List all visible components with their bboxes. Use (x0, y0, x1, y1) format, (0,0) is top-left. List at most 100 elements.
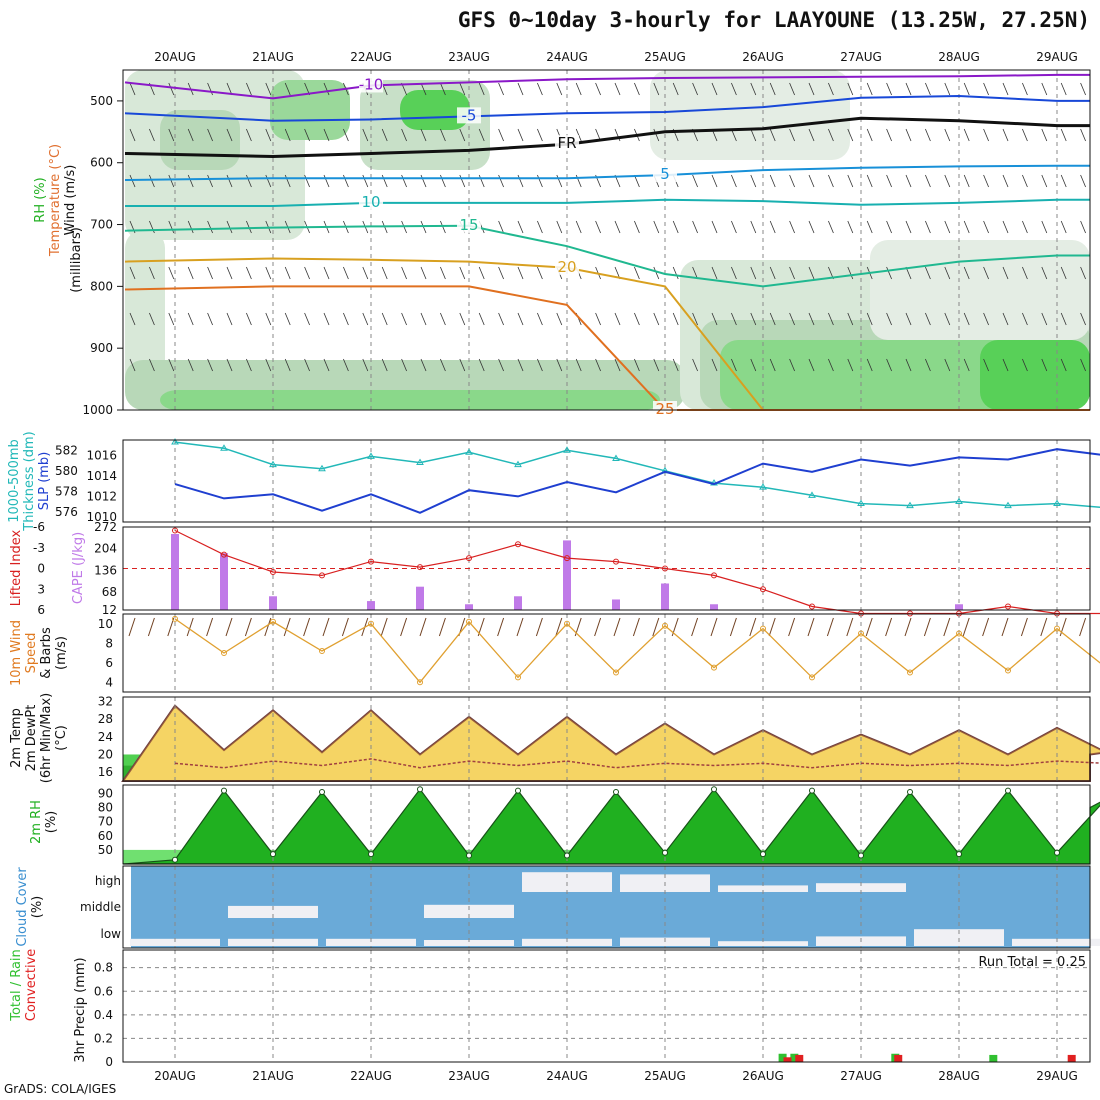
wind-speed-marker (809, 674, 815, 681)
upper-wind-barb (226, 358, 233, 372)
thickness-marker (318, 464, 326, 472)
upper-wind-barb (1041, 128, 1048, 142)
upper-wind-barb (459, 358, 466, 372)
cloud-bar (326, 938, 416, 946)
top-date-label: 28AUG (938, 50, 980, 64)
cape-tick-label: 272 (94, 520, 117, 534)
lifted-index-line (174, 529, 1100, 615)
upper-wind-barb (149, 266, 155, 280)
precip-tick-label: 0 (105, 1055, 113, 1069)
wind-speed-marker (711, 664, 717, 671)
upper-wind-barb (284, 128, 291, 142)
wind-barb (768, 617, 776, 637)
wind-speed-marker (1005, 667, 1011, 674)
upper-wind-barb (1022, 312, 1028, 326)
cloud-bar (424, 904, 514, 918)
rh-marker (858, 852, 864, 859)
upper-air-axis-label: Temperature (°C) (48, 144, 63, 257)
wind-barb (710, 617, 718, 637)
upper-wind-barb (440, 82, 446, 96)
wind-barb (1001, 617, 1009, 637)
wind-barb (943, 617, 951, 637)
cloud-tick-label: high (95, 874, 121, 888)
upper-wind-barb (246, 220, 252, 234)
isotherm-label-bg (359, 193, 383, 210)
upper-wind-barb (575, 358, 582, 372)
thickness-marker (465, 448, 473, 455)
upper-wind-barb (207, 174, 213, 188)
upper-wind-barb (1060, 358, 1067, 372)
upper-wind-barb (886, 312, 892, 326)
slp-tick-label: 1012 (86, 489, 117, 503)
lifted-index-tick-label: -3 (33, 541, 45, 555)
wind-speed-marker (417, 679, 423, 686)
upper-wind-barb (944, 312, 951, 326)
upper-wind-barb (731, 266, 737, 280)
wind-speed-line (174, 618, 1100, 684)
upper-wind-barb (556, 174, 563, 188)
upper-wind-barb (1022, 358, 1028, 372)
pressure-tick-label: 1000 (82, 403, 113, 417)
upper-wind-barb (517, 220, 524, 234)
rh-marker (172, 856, 178, 863)
precip-tick-label: 0.2 (94, 1031, 113, 1045)
lifted-index-marker (809, 603, 815, 610)
upper-wind-barb (129, 312, 136, 326)
top-date-label: 25AUG (644, 50, 686, 64)
upper-wind-barb (905, 312, 912, 326)
upper-wind-barb (1041, 312, 1048, 326)
upper-wind-barb (828, 358, 834, 372)
rh-marker (319, 789, 325, 796)
wind-speed-marker (319, 648, 325, 655)
upper-wind-barb (1080, 358, 1086, 372)
upper-wind-barb (1041, 266, 1048, 280)
wind-speed-marker (1054, 625, 1060, 632)
upper-wind-barb (789, 266, 795, 280)
upper-wind-barb (634, 266, 640, 280)
upper-wind-barb (1002, 312, 1009, 326)
upper-wind-barb (440, 358, 446, 372)
thickness-axis-label: Thickness (dm) (22, 431, 37, 531)
upper-wind-barb (847, 266, 854, 280)
rh-marker (515, 787, 521, 794)
upper-wind-barb (769, 266, 776, 280)
upper-wind-barb (420, 174, 427, 188)
rh-tick-label: 90 (98, 786, 113, 800)
upper-wind-barb (381, 312, 388, 326)
upper-air-pressure-label: (millibars) (69, 227, 84, 293)
temp-tick-label: 32 (98, 694, 113, 708)
run-total-label: Run Total = 0.25 (978, 955, 1086, 970)
upper-wind-barb (905, 82, 912, 96)
upper-wind-barb (498, 358, 504, 372)
upper-wind-barb (750, 358, 757, 372)
isotherm-line (124, 116, 1090, 159)
rh-marker (466, 852, 472, 859)
upper-wind-barb (1002, 128, 1009, 142)
wind-barb (380, 617, 388, 637)
lifted-index-marker (760, 586, 766, 593)
rh-marker (417, 786, 423, 793)
rh-marker (956, 851, 962, 858)
upper-wind-barb (537, 174, 543, 188)
upper-wind-barb (381, 174, 388, 188)
bottom-date-label: 26AUG (742, 1069, 784, 1083)
precip-tick-label: 0.4 (94, 1008, 113, 1022)
temp-axis-label: (°C) (54, 725, 69, 751)
thickness-marker (808, 491, 816, 498)
wind-barb (516, 617, 524, 637)
upper-wind-barb (478, 358, 485, 372)
rh-marker (760, 851, 766, 858)
temp-tick-label: 20 (98, 747, 113, 761)
rh-marker (564, 852, 570, 859)
upper-wind-barb (1080, 82, 1086, 96)
isotherm-label: 10 (361, 193, 380, 211)
upper-wind-barb (246, 174, 252, 188)
upper-wind-barb (168, 82, 175, 96)
upper-wind-barb (207, 128, 213, 142)
wind-barb (167, 617, 175, 637)
upper-wind-barb (246, 128, 252, 142)
rh-frame (122, 784, 1091, 865)
upper-wind-barb (808, 266, 815, 280)
upper-wind-barb (575, 220, 582, 234)
top-date-label: 29AUG (1036, 50, 1078, 64)
